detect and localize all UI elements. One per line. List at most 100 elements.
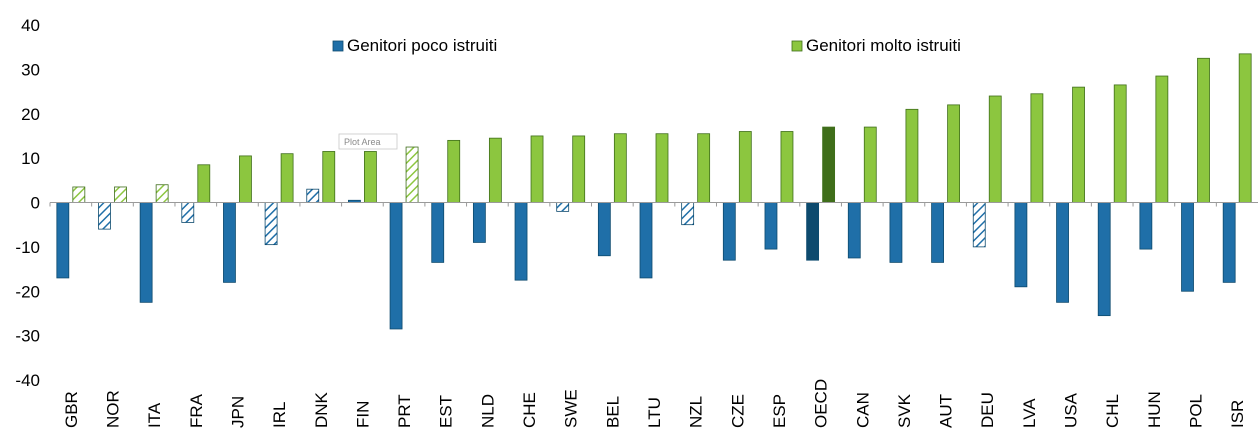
bar-high-education-dnk [322,151,336,203]
y-tick-label: 40 [21,16,40,35]
bar-low-education-aut [931,202,944,263]
bar-low-education-can [847,202,861,259]
x-category-label-swe: SWE [562,389,581,428]
plot-area-tooltip-text: Plot Area [344,137,381,147]
legend: Genitori poco istruiti Genitori molto is… [332,36,961,55]
x-category-label-deu: DEU [978,392,997,428]
bar-low-education-che [514,202,528,281]
x-category-label-chl: CHL [1103,394,1122,428]
x-category-label-nor: NOR [103,390,122,428]
bar-low-education-pol [1181,202,1194,292]
bar-low-education-cze [722,202,736,261]
x-category-label-pol: POL [1187,394,1206,428]
x-category-label-irl: IRL [270,402,289,428]
bar-high-education-usa [1072,86,1085,203]
bar-high-education-cze [738,131,752,203]
bar-low-education-deu [972,202,986,248]
x-category-label-isr: ISR [1228,400,1247,428]
bar-low-education-prt [389,202,403,330]
bar-high-education-gbr [72,186,86,203]
bar-high-education-hun [1155,75,1169,203]
bar-high-education-fin [364,151,377,203]
bar-low-education-jpn [223,202,236,283]
y-tick-label: 30 [21,60,40,79]
bar-low-education-est [431,202,445,263]
bar-high-education-lva [1030,93,1044,203]
bar-high-education-oecd [822,126,836,203]
bar-high-education-pol [1197,57,1210,203]
x-axis: GBR NOR ITA FRA JPN IRL DNK FIN PRT EST NLD CHE SWE B… [49,202,1258,428]
x-category-label-nzl: NZL [687,396,706,428]
bar-low-education-esp [764,202,778,250]
bar-low-education-nld [472,202,486,243]
x-category-label-che: CHE [520,392,539,428]
bar-low-education-nor [98,202,111,230]
legend-swatch-low-education [332,40,344,52]
x-category-label-cze: CZE [728,394,747,428]
bars [56,53,1252,330]
bar-low-education-gbr [56,202,70,279]
bar-low-education-isr [1222,202,1236,283]
y-tick-label: 10 [21,149,40,168]
x-category-label-jpn: JPN [228,396,247,428]
legend-label-low-education: Genitori poco istruiti [347,36,497,55]
bar-high-education-isr [1238,53,1252,203]
legend-swatch-high-education [791,40,803,52]
bar-high-education-che [530,135,544,203]
bar-high-education-swe [572,135,586,203]
x-category-label-can: CAN [853,392,872,428]
y-axis: -40 -30 -20 -10 0 10 20 30 40 [15,16,40,390]
x-category-label-oecd: OECD [812,379,831,428]
bar-high-education-jpn [239,155,252,203]
bar-high-education-fra [197,164,211,203]
x-category-label-aut: AUT [937,394,956,428]
y-tick-label: -20 [15,282,40,301]
x-category-label-est: EST [437,395,456,428]
bar-high-education-ltu [655,133,669,203]
bar-low-education-fra [181,202,195,223]
y-tick-label: -30 [15,327,40,346]
x-category-label-lva: LVA [1020,398,1039,428]
bar-high-education-chl [1113,84,1127,203]
bar-low-education-chl [1097,202,1111,317]
x-category-label-gbr: GBR [62,391,81,428]
y-tick-label: 20 [21,105,40,124]
x-category-label-esp: ESP [770,394,789,428]
bar-low-education-oecd [806,202,820,261]
x-category-label-dnk: DNK [312,391,331,428]
y-tick-label: -10 [15,238,40,257]
bar-low-education-lva [1014,202,1028,288]
bar-high-education-ita [155,184,169,203]
x-category-label-svk: SVK [895,393,914,428]
bar-high-education-irl [280,153,294,203]
x-category-label-fra: FRA [187,393,206,428]
x-category-label-fin: FIN [353,401,372,428]
x-category-label-prt: PRT [395,394,414,428]
bar-low-education-usa [1056,202,1069,303]
bar-high-education-nor [114,186,127,203]
x-category-label-usa: USA [1062,392,1081,428]
x-category-label-bel: BEL [603,396,622,428]
bar-low-education-svk [889,202,903,263]
bar-low-education-nzl [681,202,695,226]
plot-area-tooltip: Plot Area [338,133,398,150]
bar-low-education-dnk [306,188,320,203]
x-category-label-ita: ITA [145,402,164,428]
bar-low-education-bel [597,202,611,257]
bar-high-education-deu [988,95,1002,203]
x-category-label-nld: NLD [478,394,497,428]
bar-high-education-can [863,126,877,203]
bar-high-education-nzl [697,133,711,203]
bar-high-education-aut [947,104,960,203]
bar-high-education-svk [905,108,919,203]
x-category-label-hun: HUN [1145,391,1164,428]
bar-high-education-prt [405,146,419,203]
y-tick-label: -40 [15,371,40,390]
y-tick-label: 0 [31,194,40,213]
bar-high-education-nld [488,137,502,203]
bar-low-education-ltu [639,202,653,279]
bar-low-education-irl [264,202,278,246]
x-category-label-ltu: LTU [645,397,664,428]
bar-high-education-bel [613,133,627,203]
